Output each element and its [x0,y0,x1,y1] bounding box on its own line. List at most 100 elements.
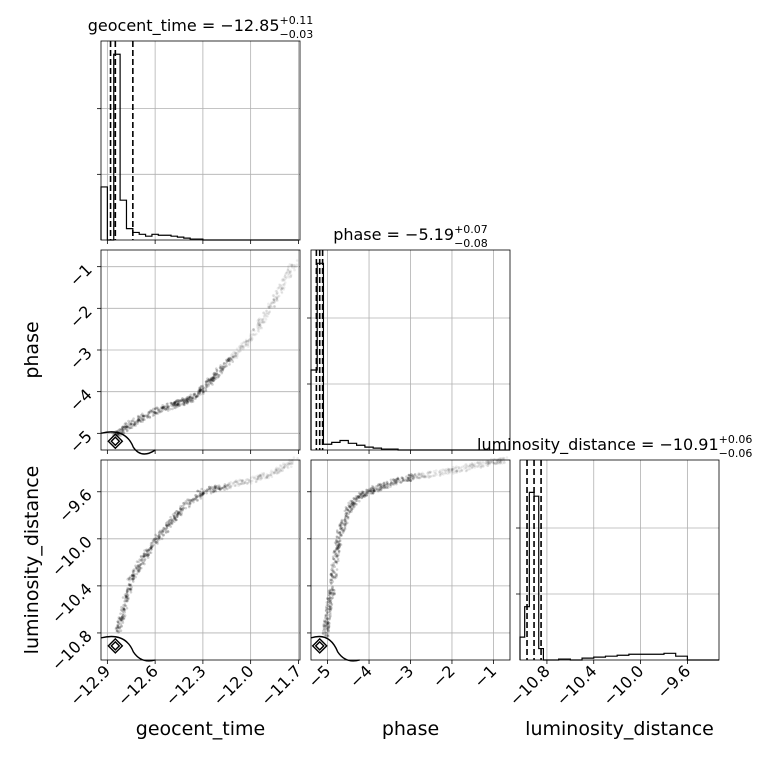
sample-point-386 [365,488,369,492]
sample-point-372 [370,489,373,493]
sample-point-458 [231,360,235,363]
sample-point-242 [186,397,190,401]
sample-point-152 [334,573,338,577]
sample-point-445 [226,357,230,361]
sample-point-455 [371,486,375,489]
sample-point-113 [325,606,328,610]
sample-point-22 [120,615,124,619]
y-tick-label-luminosity_distance: −10.4 [48,579,96,627]
sample-point-308 [193,392,197,396]
sample-point-111 [328,609,332,612]
sample-point-70 [126,594,129,598]
sample-point-493 [247,480,251,483]
sample-point-701 [464,466,468,470]
sample-point-383 [191,497,195,501]
sample-point-70 [123,422,127,426]
sample-point-475 [222,361,226,365]
sample-point-30 [118,627,121,630]
sample-point-422 [377,483,380,487]
sample-point-655 [290,465,293,468]
sample-point-203 [151,539,155,542]
sample-point-373 [364,491,368,495]
sample-point-127 [334,575,338,579]
sample-point-225 [147,552,150,556]
sample-point-371 [368,487,371,491]
title-upper-error: +0.06 [719,433,753,446]
sample-point-126 [334,560,338,564]
sample-point-461 [379,488,383,491]
sample-point-382 [372,489,375,493]
sample-point-387 [212,376,216,379]
sample-point-281 [161,534,165,537]
sample-point-8 [120,616,124,620]
sample-point-17 [328,617,331,620]
sample-point-17 [120,615,124,619]
sample-point-148 [148,415,151,419]
sample-point-153 [162,406,165,409]
sample-point-252 [156,537,159,541]
sample-point-158 [142,414,145,418]
sample-point-569 [256,324,259,327]
sample-point-296 [159,530,163,534]
sample-point-340 [172,515,176,518]
sample-point-405 [212,379,216,382]
sample-point-460 [213,489,217,492]
sample-point-491 [394,481,398,485]
sample-point-327 [354,497,358,500]
sample-point-339 [171,513,175,516]
sample-point-557 [258,324,262,327]
sample-point-650 [455,469,459,473]
x-tick-label-luminosity_distance: −9.6 [653,661,694,702]
sample-point-597 [256,477,260,481]
sample-point-56 [122,431,126,434]
sample-point-467 [223,365,226,369]
sample-point-646 [451,468,454,471]
sample-point-485 [236,349,240,353]
sample-point-531 [234,355,238,358]
sample-point-411 [206,382,210,386]
sample-point-564 [417,476,420,480]
sample-point-233 [151,544,155,548]
sample-point-633 [292,456,296,459]
sample-point-224 [169,401,173,405]
sample-point-280 [187,395,191,399]
sample-point-484 [233,354,236,358]
sample-point-449 [218,488,222,491]
sample-point-627 [261,317,265,321]
sample-point-551 [254,475,257,479]
sample-point-712 [288,271,291,275]
sample-point-246 [185,398,189,401]
sample-point-547 [272,470,276,474]
sample-point-602 [455,469,459,472]
sample-point-638 [266,312,270,316]
sample-point-19 [118,626,121,630]
sample-point-120 [155,411,158,414]
sample-point-75 [132,423,136,426]
sample-point-62 [333,592,336,596]
sample-point-533 [245,339,248,343]
sample-point-747 [499,461,502,464]
sample-point-463 [212,490,215,494]
sample-point-43 [326,628,330,632]
sample-point-257 [177,401,180,405]
sample-point-572 [258,473,262,477]
sample-point-324 [352,503,356,506]
sample-point-211 [177,404,180,408]
sample-point-16 [121,425,124,429]
sample-point-392 [366,490,369,494]
sample-point-678 [288,263,292,266]
sample-point-300 [355,499,359,502]
sample-point-769 [486,462,490,466]
sample-point-645 [283,462,287,466]
sample-point-24 [114,627,118,631]
sample-point-18 [322,624,326,628]
sample-point-634 [275,292,279,296]
sample-point-96 [126,425,130,429]
sample-point-147 [146,416,149,419]
sample-point-506 [401,476,405,480]
sample-point-627 [287,462,291,466]
sample-point-745 [488,461,492,465]
sample-point-199 [149,546,153,550]
sample-point-655 [448,467,452,471]
sample-point-645 [272,298,275,301]
